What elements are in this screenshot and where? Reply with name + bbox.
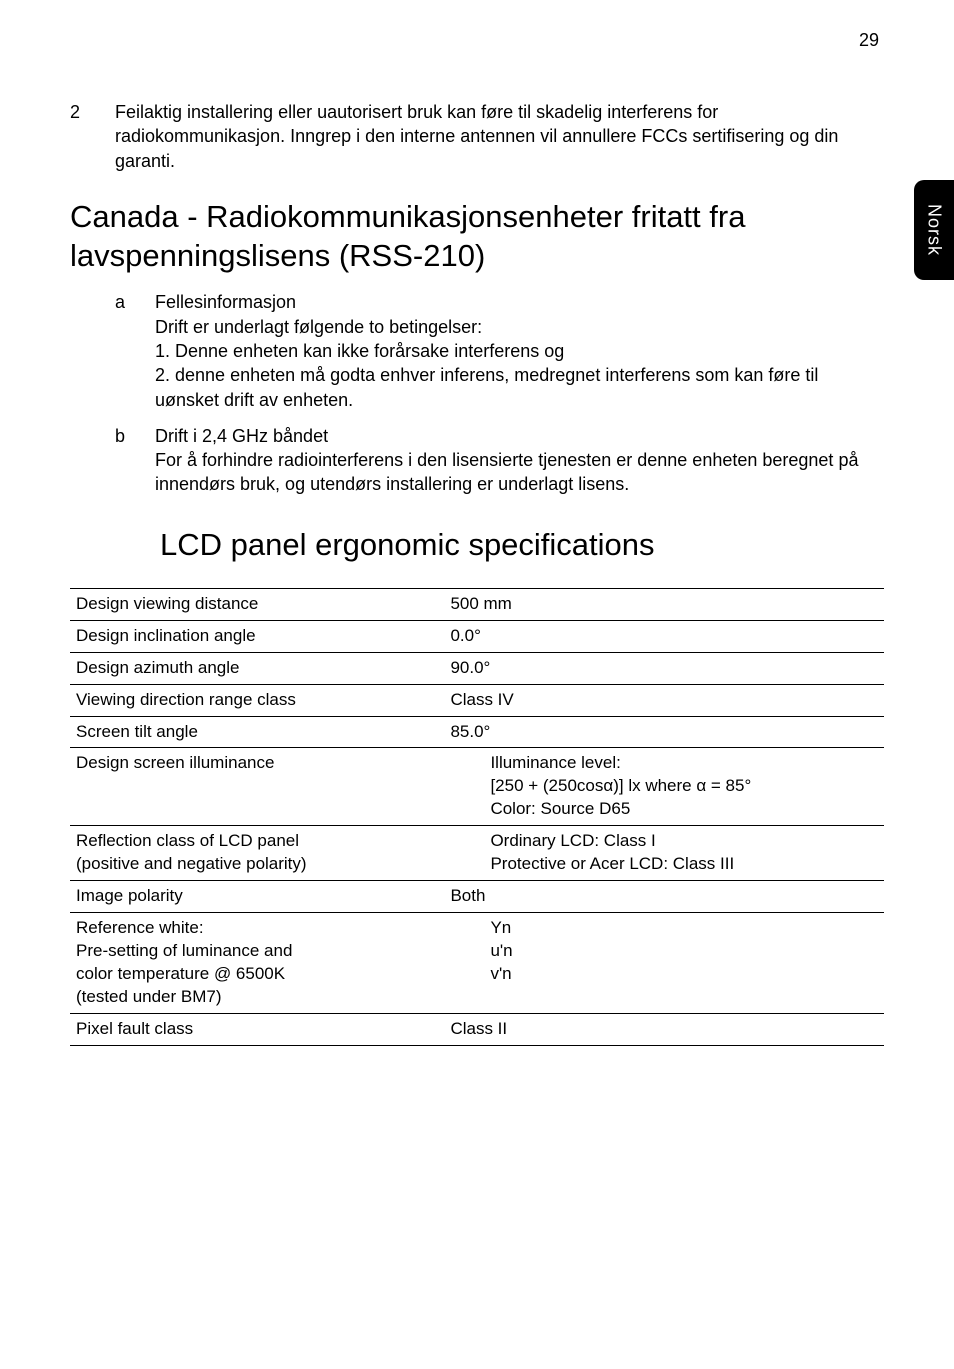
lettered-item-b: b Drift i 2,4 GHz båndet For å forhindre… <box>115 424 884 497</box>
spec-value-line: v'n <box>450 963 878 986</box>
item-body: Drift i 2,4 GHz båndet For å forhindre r… <box>155 424 884 497</box>
spec-value: Class IV <box>444 684 884 716</box>
spec-value: Illuminance level: [250 + (250cosα)] lx … <box>444 748 884 826</box>
spec-value: Both <box>444 881 884 913</box>
spec-label: Image polarity <box>70 881 444 913</box>
table-row: Design azimuth angle 90.0° <box>70 652 884 684</box>
spec-value: Yn u'n v'n <box>444 913 884 1014</box>
spec-label-line: (tested under BM7) <box>76 986 438 1009</box>
spec-label: Design viewing distance <box>70 588 444 620</box>
spec-label-line: (positive and negative polarity) <box>76 853 438 876</box>
spec-label: Viewing direction range class <box>70 684 444 716</box>
item-title: Fellesinformasjon <box>155 290 884 314</box>
spec-label-line: Reference white: <box>76 917 438 940</box>
item-line: For å forhindre radiointerferens i den l… <box>155 448 884 497</box>
section-heading-lcd: LCD panel ergonomic specifications <box>160 527 884 563</box>
spec-label-line: Pre-setting of luminance and <box>76 940 438 963</box>
spec-value-line: [250 + (250cosα)] lx where α = 85° <box>450 775 878 798</box>
table-row: Screen tilt angle 85.0° <box>70 716 884 748</box>
spec-value-line: u'n <box>450 940 878 963</box>
table-row: Reference white: Pre-setting of luminanc… <box>70 913 884 1014</box>
spec-value: 85.0° <box>444 716 884 748</box>
side-tab: Norsk <box>914 180 954 280</box>
spec-value-line: Yn <box>450 917 878 940</box>
item-letter: b <box>115 424 155 497</box>
item-line: Drift er underlagt følgende to betingels… <box>155 315 884 339</box>
spec-label: Screen tilt angle <box>70 716 444 748</box>
spec-label: Design azimuth angle <box>70 652 444 684</box>
spec-value: 0.0° <box>444 620 884 652</box>
item-body: Fellesinformasjon Drift er underlagt føl… <box>155 290 884 411</box>
spec-value: 90.0° <box>444 652 884 684</box>
table-row: Design screen illuminance Illuminance le… <box>70 748 884 826</box>
spec-value-line: Protective or Acer LCD: Class III <box>450 853 878 876</box>
spec-label: Reflection class of LCD panel (positive … <box>70 826 444 881</box>
spec-label: Reference white: Pre-setting of luminanc… <box>70 913 444 1014</box>
side-tab-label: Norsk <box>924 204 945 256</box>
page-content: 2 Feilaktig installering eller uautorise… <box>70 100 884 1046</box>
table-row: Design viewing distance 500 mm <box>70 588 884 620</box>
item-line: 1. Denne enheten kan ikke forårsake inte… <box>155 339 884 363</box>
spec-table: Design viewing distance 500 mm Design in… <box>70 588 884 1046</box>
numbered-list-item: 2 Feilaktig installering eller uautorise… <box>70 100 884 173</box>
spec-label-line: Reflection class of LCD panel <box>76 830 438 853</box>
table-row: Design inclination angle 0.0° <box>70 620 884 652</box>
table-row: Pixel fault class Class II <box>70 1013 884 1045</box>
spec-value-line: Color: Source D65 <box>450 798 878 821</box>
item-title: Drift i 2,4 GHz båndet <box>155 424 884 448</box>
lettered-item-a: a Fellesinformasjon Drift er underlagt f… <box>115 290 884 411</box>
section-heading-canada: Canada - Radiokommunikasjonsenheter frit… <box>70 198 884 276</box>
list-text: Feilaktig installering eller uautorisert… <box>115 100 884 173</box>
lettered-list: a Fellesinformasjon Drift er underlagt f… <box>115 290 884 496</box>
spec-value: Ordinary LCD: Class I Protective or Acer… <box>444 826 884 881</box>
list-number: 2 <box>70 100 115 173</box>
item-letter: a <box>115 290 155 411</box>
spec-value: Class II <box>444 1013 884 1045</box>
spec-label: Design screen illuminance <box>70 748 444 826</box>
item-line: 2. denne enheten må godta enhver inferen… <box>155 363 884 412</box>
table-row: Viewing direction range class Class IV <box>70 684 884 716</box>
spec-label-line: color temperature @ 6500K <box>76 963 438 986</box>
spec-label: Pixel fault class <box>70 1013 444 1045</box>
spec-value: 500 mm <box>444 588 884 620</box>
table-row: Image polarity Both <box>70 881 884 913</box>
spec-value-line: Ordinary LCD: Class I <box>450 830 878 853</box>
table-row: Reflection class of LCD panel (positive … <box>70 826 884 881</box>
page-number: 29 <box>859 30 879 51</box>
spec-value-line: Illuminance level: <box>450 752 878 775</box>
spec-label: Design inclination angle <box>70 620 444 652</box>
